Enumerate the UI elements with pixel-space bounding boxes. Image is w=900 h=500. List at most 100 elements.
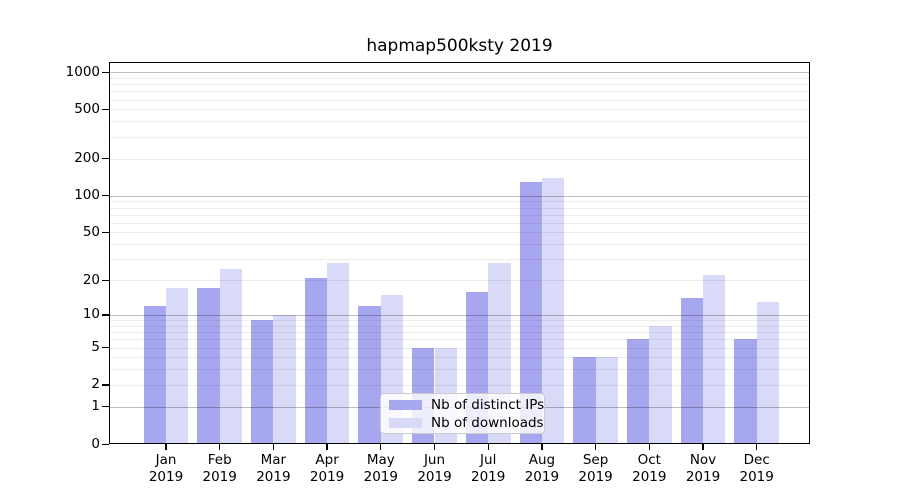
x-tick-label: Dec 2019 bbox=[739, 452, 774, 485]
bar-distinct-ips bbox=[734, 339, 757, 444]
minor-gridline bbox=[109, 325, 810, 327]
minor-gridline bbox=[109, 121, 810, 123]
y-tick-mark bbox=[102, 279, 109, 281]
bar-downloads bbox=[166, 288, 189, 444]
y-tick-label: 200 bbox=[74, 150, 100, 167]
bar-distinct-ips bbox=[358, 305, 381, 444]
y-tick-label: 2 bbox=[91, 376, 100, 393]
bar-downloads bbox=[541, 178, 565, 444]
x-tick-mark bbox=[326, 444, 328, 450]
x-tick-mark bbox=[487, 444, 489, 450]
minor-gridline bbox=[109, 91, 810, 93]
minor-gridline bbox=[109, 369, 810, 371]
y-tick-label: 20 bbox=[82, 271, 100, 288]
minor-gridline bbox=[109, 207, 810, 209]
minor-gridline bbox=[109, 84, 810, 86]
bar-downloads bbox=[756, 301, 780, 444]
legend-swatch-distinct-ips bbox=[389, 399, 422, 410]
y-tick-label: 50 bbox=[82, 223, 100, 240]
bar-distinct-ips bbox=[519, 182, 542, 444]
minor-gridline bbox=[109, 244, 810, 246]
bar-downloads bbox=[273, 314, 296, 444]
legend: Nb of distinct IPs Nb of downloads bbox=[380, 393, 545, 434]
x-tick-label: Jun 2019 bbox=[417, 452, 452, 485]
bar-distinct-ips bbox=[573, 357, 596, 444]
bar-distinct-ips bbox=[197, 288, 220, 444]
minor-gridline bbox=[109, 222, 810, 224]
bar-downloads bbox=[649, 325, 672, 444]
minor-gridline bbox=[109, 109, 810, 111]
minor-gridline bbox=[109, 357, 810, 359]
x-tick-label: Jan 2019 bbox=[148, 452, 184, 485]
y-tick-label: 5 bbox=[91, 339, 100, 356]
y-tick-mark bbox=[102, 406, 109, 408]
minor-gridline bbox=[109, 136, 810, 138]
x-tick-label: Apr 2019 bbox=[309, 452, 345, 485]
x-tick-mark bbox=[756, 444, 758, 450]
legend-label-distinct-ips: Nb of distinct IPs bbox=[431, 396, 545, 413]
minor-gridline bbox=[109, 320, 810, 322]
x-tick-mark bbox=[594, 444, 597, 450]
x-tick-label: Jul 2019 bbox=[471, 452, 506, 485]
legend-item-distinct-ips: Nb of distinct IPs bbox=[389, 398, 544, 412]
bar-downloads bbox=[327, 262, 350, 444]
x-tick-label: Oct 2019 bbox=[632, 452, 667, 485]
y-tick-mark bbox=[102, 108, 109, 111]
y-tick-label: 1 bbox=[91, 398, 100, 415]
minor-gridline bbox=[109, 201, 810, 203]
minor-gridline bbox=[109, 99, 810, 101]
y-tick-mark bbox=[102, 71, 109, 74]
x-tick-mark bbox=[219, 444, 221, 450]
minor-gridline bbox=[109, 280, 810, 282]
bar-downloads bbox=[703, 275, 726, 444]
x-tick-label: May 2019 bbox=[363, 452, 398, 485]
x-tick-label: Feb 2019 bbox=[202, 452, 237, 485]
major-gridline bbox=[109, 195, 810, 197]
x-tick-mark bbox=[648, 444, 650, 450]
bar-distinct-ips bbox=[143, 305, 166, 444]
y-tick-mark bbox=[102, 314, 109, 316]
legend-label-downloads: Nb of downloads bbox=[431, 414, 544, 431]
major-gridline bbox=[109, 72, 810, 74]
minor-gridline bbox=[109, 77, 810, 79]
minor-gridline bbox=[109, 158, 810, 160]
x-tick-label: Aug 2019 bbox=[524, 452, 560, 485]
x-tick-mark bbox=[702, 444, 704, 450]
legend-swatch-downloads bbox=[389, 417, 422, 428]
y-tick-label: 10 bbox=[82, 306, 100, 323]
minor-gridline bbox=[109, 332, 810, 334]
legend-item-downloads: Nb of downloads bbox=[389, 416, 544, 430]
x-tick-label: Mar 2019 bbox=[256, 452, 291, 485]
y-tick-mark bbox=[102, 347, 109, 349]
bar-downloads bbox=[219, 268, 243, 444]
x-tick-mark bbox=[380, 444, 382, 450]
y-tick-label: 0 bbox=[91, 435, 100, 452]
y-tick-mark bbox=[102, 195, 109, 197]
minor-gridline bbox=[109, 259, 810, 261]
minor-gridline bbox=[109, 214, 810, 216]
bar-distinct-ips bbox=[251, 320, 274, 444]
y-tick-label: 500 bbox=[74, 100, 100, 117]
y-tick-mark bbox=[102, 231, 109, 234]
minor-gridline bbox=[109, 339, 810, 341]
minor-gridline bbox=[109, 347, 810, 349]
minor-gridline bbox=[109, 384, 810, 386]
x-tick-mark bbox=[272, 444, 275, 450]
x-tick-mark bbox=[541, 444, 543, 450]
bar-downloads bbox=[595, 357, 618, 444]
x-tick-mark bbox=[433, 444, 436, 450]
minor-gridline bbox=[109, 232, 810, 234]
y-tick-mark bbox=[102, 443, 109, 445]
bar-distinct-ips bbox=[680, 298, 703, 444]
bar-distinct-ips bbox=[626, 339, 650, 444]
x-tick-label: Nov 2019 bbox=[685, 452, 721, 485]
y-tick-mark bbox=[102, 158, 109, 160]
major-gridline bbox=[109, 314, 810, 316]
y-tick-label: 1000 bbox=[65, 63, 100, 80]
y-tick-mark bbox=[102, 384, 109, 386]
plot-area bbox=[109, 62, 810, 444]
y-tick-label: 100 bbox=[74, 187, 100, 204]
chart-title: hapmap500ksty 2019 bbox=[366, 36, 553, 56]
x-tick-mark bbox=[165, 444, 167, 450]
